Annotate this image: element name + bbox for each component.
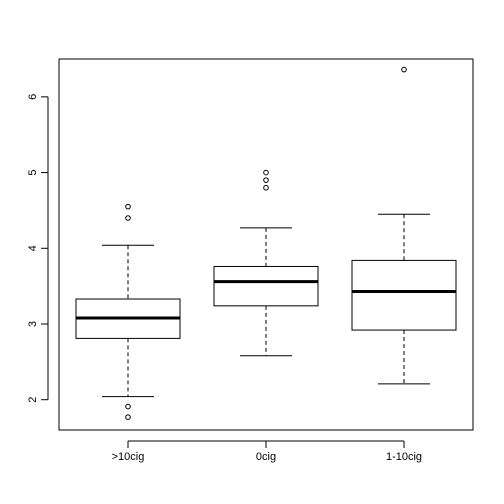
y-tick-label: 2 [27,397,39,403]
y-tick-label: 5 [27,170,39,176]
x-axis: >10cig 0cig 1-10cig [112,440,422,463]
box [351,259,457,331]
x-tick-label: 1-10cig [386,451,422,463]
box-group [75,203,181,420]
outlier-point [125,414,131,420]
box [213,265,319,307]
box-group [351,66,457,385]
x-tick-label: >10cig [112,451,145,463]
y-tick-label: 4 [27,245,39,251]
outlier-point [263,177,269,183]
y-axis: 2 3 4 5 6 [27,94,49,403]
chart-marks [75,66,457,420]
outlier-point [263,184,269,191]
x-tick-label: 0cig [256,451,276,463]
outlier-point [125,403,131,410]
y-tick-label: 6 [27,94,39,100]
y-tick-label: 3 [27,321,39,327]
box-group [213,169,319,357]
plot-frame [58,58,474,431]
outlier-point [125,215,131,221]
outlier-point [263,169,269,176]
outlier-point [125,203,131,210]
outlier-point [401,66,407,73]
